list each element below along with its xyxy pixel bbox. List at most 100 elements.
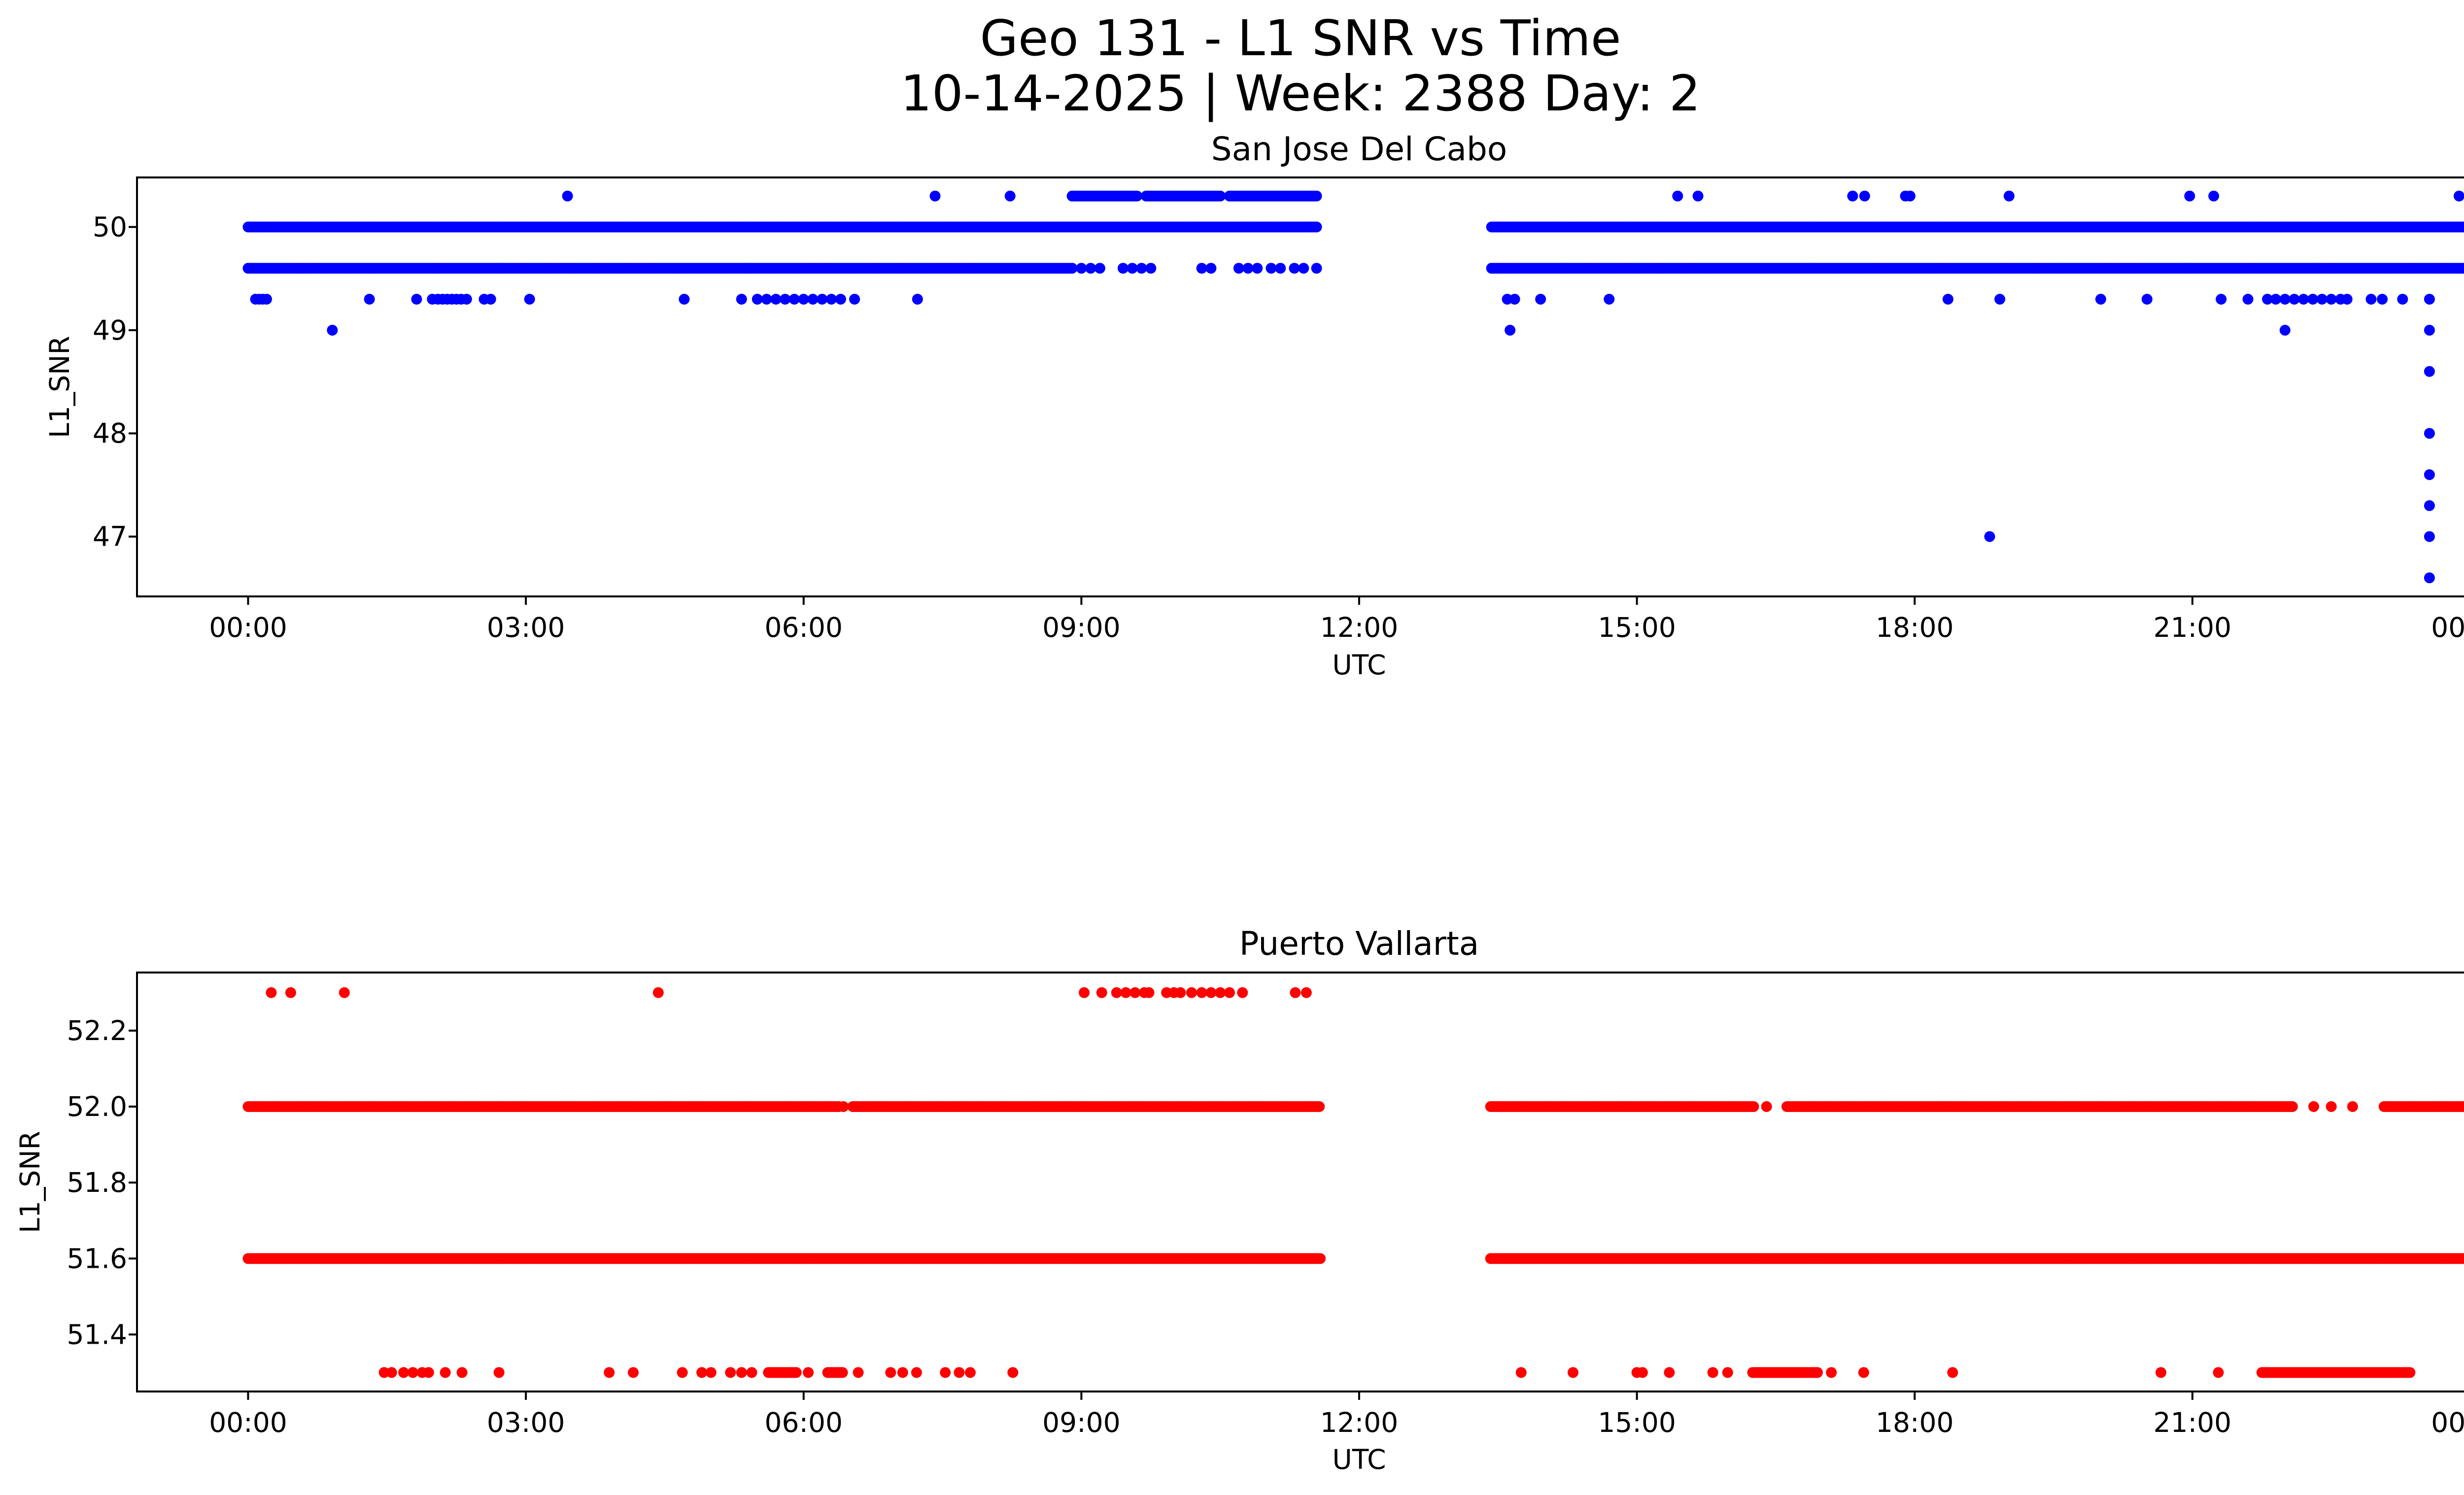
scatter-point: [1205, 263, 1217, 274]
x-axis-ticks: 00:00 03:00 06:00 09:00 12:00 15:00 18:00 21:00…: [209, 1391, 2464, 1438]
scatter-point: [803, 1367, 814, 1378]
scatter-point: [1298, 263, 1309, 274]
x-tick-label: 00:00: [2431, 612, 2464, 643]
y-tick-label: 48: [93, 417, 127, 449]
scatter-point: [2279, 324, 2291, 336]
scatter-point: [752, 294, 763, 305]
scatter-point: [2347, 1101, 2358, 1112]
scatter-point: [1224, 987, 1235, 998]
scatter-point: [2184, 190, 2195, 202]
scatter-point: [1290, 987, 1301, 998]
scatter-point: [524, 294, 535, 305]
scatter-point: [1568, 1367, 1578, 1378]
scatter-point: [2208, 190, 2220, 202]
scatter-point: [2298, 294, 2309, 305]
scatter-point: [940, 1367, 951, 1378]
scatter-point: [2216, 294, 2227, 305]
y-axis-label: L1_SNR: [14, 1131, 46, 1233]
scatter-point: [485, 294, 496, 305]
x-tick-label: 03:00: [487, 612, 565, 643]
scatter-point: [1604, 294, 1615, 305]
scatter-point: [628, 1367, 639, 1378]
scatter-point: [1007, 1367, 1019, 1378]
scatter-point: [1535, 294, 1546, 305]
scatter-point: [2326, 1101, 2337, 1112]
scatter-point: [1904, 190, 1916, 202]
y-tick-label: 52.2: [67, 1015, 127, 1046]
scatter-series: [242, 190, 2464, 584]
scatter-point: [838, 1101, 849, 1112]
scatter-point: [604, 1367, 615, 1378]
scatter-point: [677, 1367, 688, 1378]
scatter-point: [2454, 190, 2464, 202]
y-tick-label: 51.4: [67, 1319, 127, 1350]
scatter-point: [1127, 263, 1138, 274]
scatter-point: [817, 294, 828, 305]
scatter-point: [1947, 1367, 1958, 1378]
scatter-point: [2462, 222, 2464, 232]
x-tick-label: 15:00: [1598, 612, 1676, 643]
scatter-point: [1311, 190, 1322, 202]
x-tick-label: 18:00: [1876, 1407, 1954, 1438]
scatter-point: [725, 1367, 736, 1378]
scatter-point: [440, 1367, 451, 1378]
scatter-point: [736, 1367, 747, 1378]
scatter-point: [2424, 531, 2435, 542]
plot-frame: [136, 176, 2464, 597]
scatter-point: [2308, 1101, 2319, 1112]
scatter-point: [461, 294, 472, 305]
scatter-point: [1186, 987, 1197, 998]
x-axis-label: UTC: [1332, 1444, 1386, 1475]
scatter-point: [853, 1367, 864, 1378]
scatter-point: [2279, 294, 2291, 305]
y-axis-label: L1_SNR: [44, 336, 75, 438]
scatter-point: [1145, 263, 1157, 274]
x-tick-label: 09:00: [1042, 612, 1121, 643]
scatter-point: [696, 1367, 708, 1378]
scatter-point: [339, 987, 350, 998]
scatter-point: [1314, 1101, 1325, 1112]
scatter-point: [1131, 190, 1143, 202]
scatter-point: [1748, 1101, 1759, 1112]
scatter-point: [1812, 1367, 1823, 1378]
scatter-point: [1175, 987, 1186, 998]
scatter-point: [2424, 469, 2435, 480]
x-tick-label: 06:00: [764, 1407, 843, 1438]
subplot-puerto-vallarta: Puerto Vallarta 00:00 03:00 06:00 09:00 12:0…: [14, 925, 2464, 1475]
scatter-point: [493, 1367, 505, 1378]
scatter-point: [1196, 263, 1207, 274]
scatter-point: [1311, 221, 1322, 233]
scatter-point: [1076, 263, 1087, 274]
scatter-point: [1692, 190, 1704, 202]
scatter-point: [2316, 294, 2327, 305]
scatter-point: [1664, 1367, 1675, 1378]
scatter-point: [2141, 294, 2153, 305]
scatter-point: [780, 294, 791, 305]
scatter-point: [2287, 1101, 2298, 1112]
scatter-point: [1858, 1367, 1869, 1378]
scatter-point: [327, 324, 338, 336]
scatter-point: [407, 1367, 418, 1378]
scatter-point: [2003, 190, 2015, 202]
scatter-point: [1942, 294, 1953, 305]
x-tick-label: 03:00: [487, 1407, 565, 1438]
scatter-point: [788, 294, 800, 305]
scatter-point: [1994, 294, 2006, 305]
scatter-point: [1984, 531, 1995, 542]
scatter-point: [1004, 190, 1016, 202]
scatter-point: [1672, 190, 1683, 202]
scatter-point: [1859, 190, 1870, 202]
scatter-point: [826, 294, 837, 305]
scatter-point: [2289, 294, 2300, 305]
scatter-point: [2095, 294, 2106, 305]
x-tick-label: 21:00: [2154, 1407, 2232, 1438]
scatter-point: [1707, 1367, 1718, 1378]
scatter-point: [266, 987, 277, 998]
subplot-title: San Jose Del Cabo: [1211, 130, 1507, 168]
scatter-point: [2377, 294, 2388, 305]
scatter-point: [398, 1367, 410, 1378]
x-tick-label: 21:00: [2154, 612, 2232, 643]
scatter-point: [364, 294, 375, 305]
scatter-point: [705, 1367, 717, 1378]
scatter-point: [2213, 1367, 2224, 1378]
